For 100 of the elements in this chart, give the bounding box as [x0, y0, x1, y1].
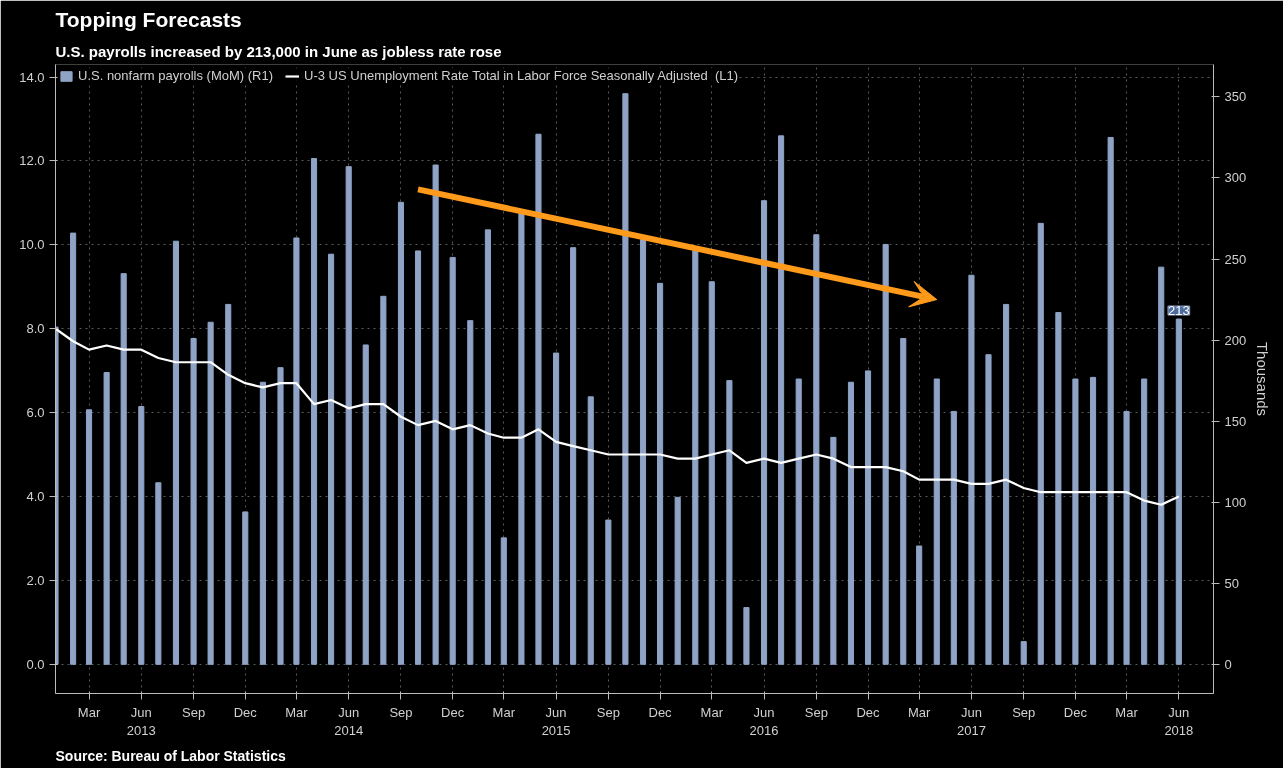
chart-subtitle: U.S. payrolls increased by 213,000 in June as jobless rate rose [55, 42, 502, 60]
bar [708, 281, 715, 665]
bar [518, 213, 525, 665]
bar [968, 274, 975, 665]
bar [449, 256, 456, 665]
bar [830, 436, 837, 665]
bar [85, 409, 93, 665]
bar [726, 380, 733, 665]
bar [1055, 312, 1062, 665]
bar [277, 367, 284, 665]
bar [760, 200, 768, 665]
bar [155, 482, 162, 665]
bar [882, 243, 889, 665]
y2-axis-title: Thousands [1254, 341, 1272, 417]
x-tick-label: Dec [441, 704, 465, 720]
line-series [55, 327, 1180, 506]
bar [207, 321, 214, 665]
x-tick-label: Sep [389, 704, 413, 720]
bar [70, 232, 77, 665]
bar [1123, 410, 1130, 665]
bar [1003, 303, 1010, 665]
x-tick-label: Mar [907, 704, 932, 720]
bar [950, 410, 957, 665]
bar [553, 352, 560, 665]
bar [933, 378, 940, 665]
bar [1107, 136, 1114, 665]
bar [172, 240, 180, 665]
bar [484, 229, 491, 665]
x-tick-label: Jun 2014 [334, 704, 364, 738]
bar [743, 607, 750, 665]
bar [692, 250, 699, 665]
x-tick-label: Sep [1012, 704, 1036, 720]
bar [847, 381, 855, 665]
x-tick-label: Mar [492, 704, 516, 720]
bar [985, 354, 992, 665]
bar [1020, 641, 1027, 665]
chart-title: Topping Forecasts [55, 7, 242, 31]
x-tick-label: Mar [1115, 704, 1139, 720]
legend-label: U.S. nonfarm payrolls (MoM) (R1) [78, 68, 274, 83]
bar [570, 247, 577, 665]
bar [587, 396, 594, 665]
bar [345, 166, 352, 665]
bar [1072, 378, 1079, 665]
x-tick-label: Sep [596, 704, 620, 720]
y2-tick-label: 250 [1224, 251, 1247, 267]
x-tick-label: Jun 2013 [126, 704, 156, 738]
x-tick-label: Dec [1063, 704, 1088, 720]
bar [674, 496, 681, 665]
bar [778, 135, 785, 665]
bar [362, 344, 369, 665]
x-tick-label: Dec [648, 704, 673, 720]
bar [467, 320, 474, 665]
bar [242, 511, 249, 665]
x-tick-label: Jun 2018 [1164, 704, 1194, 738]
bar [225, 303, 232, 665]
y2-tick-label: 100 [1224, 494, 1247, 510]
y-tick-label: 8.0 [26, 321, 45, 337]
bar [1141, 378, 1148, 665]
bar [1175, 318, 1182, 665]
bar [103, 372, 110, 665]
x-tick-label: Mar [700, 704, 724, 720]
x-tick-label: Sep [804, 704, 828, 720]
bar [432, 164, 439, 665]
bar [864, 370, 872, 665]
bar [293, 237, 300, 665]
x-tick-label: Mar [285, 704, 309, 720]
x-tick-label: Dec [233, 704, 258, 720]
y2-tick-label: 200 [1224, 332, 1247, 348]
y-tick-label: 12.0 [19, 153, 45, 169]
bar [916, 545, 923, 665]
bar [328, 253, 335, 665]
bar [500, 537, 507, 665]
y2-tick-label: 50 [1224, 575, 1239, 591]
bar [414, 250, 422, 665]
x-tick-label: Jun 2016 [749, 704, 779, 738]
data-label: 213 [1167, 303, 1190, 319]
bar [190, 337, 197, 665]
bar [639, 239, 647, 665]
x-tick-label: Jun 2015 [541, 704, 571, 738]
y2-tick-label: 350 [1224, 89, 1247, 105]
bar [900, 337, 907, 665]
bar [1037, 222, 1044, 665]
y-tick-label: 2.0 [26, 572, 45, 588]
bar [657, 282, 664, 665]
y-tick-label: 4.0 [26, 488, 45, 504]
bar [259, 381, 266, 665]
x-tick-label: Sep [182, 704, 206, 720]
bar [1158, 266, 1165, 665]
x-tick-label: Jun 2017 [956, 704, 986, 738]
bar [380, 295, 387, 665]
y-tick-label: 10.0 [19, 237, 45, 253]
y-tick-label: 6.0 [26, 405, 45, 421]
bar [813, 234, 820, 665]
y2-tick-label: 0 [1224, 656, 1232, 672]
x-tick-label: Dec [856, 704, 881, 720]
bar [120, 273, 127, 665]
bar [622, 93, 629, 665]
bar [1089, 376, 1097, 665]
bar [535, 133, 542, 665]
bar [605, 519, 612, 665]
